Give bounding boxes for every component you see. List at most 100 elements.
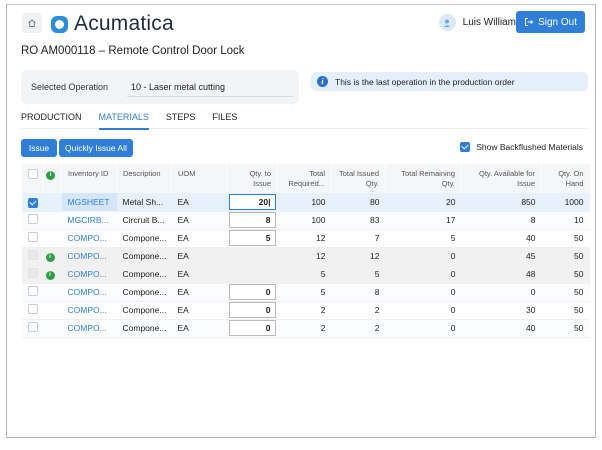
col-qty-on-hand[interactable]: Qty. On Hand [541, 164, 590, 193]
info-banner: i This is the last operation in the prod… [311, 72, 588, 91]
row-checkbox[interactable] [27, 286, 38, 296]
indicator-cell [43, 229, 62, 248]
home-icon [28, 19, 36, 27]
qty-available-cell: 48 [461, 265, 542, 284]
table-row[interactable]: COMPO... Compone... EA 0 2 2 0 40 50 [21, 319, 590, 338]
operation-panel: Selected Operation 10 - Laser metal cutt… [21, 70, 299, 104]
selected-operation-field[interactable]: 10 - Laser metal cutting [127, 78, 293, 97]
qty-available-cell: 40 [461, 319, 542, 338]
sign-out-icon [525, 18, 534, 26]
total-required-cell: 100 [277, 211, 332, 230]
qty-available-cell: 40 [461, 229, 542, 248]
uom-cell: EA [171, 319, 227, 338]
table-row[interactable]: COMPO... Compone... EA 0 5 8 0 0 50 [21, 283, 590, 302]
qty-to-issue-input[interactable]: 5 [228, 230, 276, 246]
uom-cell: EA [171, 301, 227, 320]
row-checkbox[interactable] [27, 322, 38, 332]
inventory-id-link[interactable]: COMPO... [61, 283, 117, 302]
row-checkbox[interactable] [27, 232, 38, 242]
col-qty-available[interactable]: Qty. Available for Issue [461, 164, 542, 193]
row-checkbox[interactable] [27, 197, 38, 208]
qty-to-issue-input[interactable]: 0 [228, 320, 276, 336]
page-title: RO AM000118 – Remote Control Door Lock [21, 45, 245, 57]
total-remaining-cell: 0 [385, 283, 462, 302]
backflushed-icon: i [45, 270, 55, 280]
total-remaining-cell: 17 [385, 211, 462, 230]
description-cell: Compone... [116, 265, 172, 284]
qty-available-cell: 8 [461, 211, 542, 230]
qty-to-issue-input[interactable]: 0 [228, 284, 276, 300]
tab-steps[interactable]: STEPS [165, 112, 196, 122]
qty-on-hand-cell: 50 [541, 283, 590, 302]
sign-out-button[interactable]: Sign Out [516, 11, 585, 33]
uom-cell: EA [171, 265, 227, 284]
col-qty-to-issue[interactable]: Qty. to Issue [226, 164, 278, 193]
inventory-id-link[interactable]: COMPO... [61, 265, 117, 284]
user-name: Luis Williams [462, 17, 521, 28]
qty-to-issue-input[interactable]: 8 [228, 212, 276, 228]
tab-materials[interactable]: MATERIALS [98, 109, 150, 130]
inventory-id-link[interactable]: COMPO... [61, 301, 117, 320]
table-row[interactable]: COMPO... Compone... EA 5 12 7 5 40 50 [21, 229, 590, 248]
table-row[interactable]: i COMPO... Compone... EA 5 5 0 48 50 [21, 265, 590, 284]
indicator-cell [43, 283, 62, 302]
inventory-id-link[interactable]: MGCIRB... [61, 211, 117, 230]
user-menu[interactable]: Luis Williams [438, 14, 521, 31]
total-required-cell: 5 [277, 265, 332, 284]
selected-operation-label: Selected Operation [31, 82, 109, 92]
uom-cell: EA [171, 193, 227, 212]
table-row[interactable]: MGCIRB... Circruit B... EA 8 100 83 17 8 10 [21, 211, 590, 230]
indicator-cell [43, 319, 62, 338]
col-uom[interactable]: UOM [171, 164, 227, 193]
col-description[interactable]: Description [116, 164, 172, 193]
logo-icon [51, 15, 68, 33]
qty-to-issue-input[interactable]: 0 [228, 302, 276, 318]
issue-button[interactable]: Issue [21, 139, 57, 157]
show-backflushed-checkbox[interactable] [460, 142, 471, 152]
show-backflushed-label: Show Backflushed Materials [476, 142, 583, 152]
select-all-checkbox[interactable] [28, 169, 38, 179]
total-required-cell: 12 [277, 247, 332, 266]
col-total-remaining[interactable]: Total Remaining Qty. [385, 164, 462, 193]
uom-cell: EA [171, 229, 227, 248]
qty-to-issue-cell: 8 [226, 211, 278, 230]
col-total-issued[interactable]: Total Issued Qty. [331, 164, 386, 193]
total-remaining-cell: 0 [385, 319, 462, 338]
app-window: Acumatica Luis Williams Sign Out RO AM00… [6, 4, 596, 438]
qty-to-issue-input[interactable]: 20| [228, 193, 276, 210]
indicator-cell [43, 301, 62, 320]
total-required-cell: 2 [277, 319, 332, 338]
qty-on-hand-cell: 10 [541, 211, 590, 230]
col-total-required[interactable]: Total Required... [277, 164, 332, 193]
quickly-issue-all-button[interactable]: Quickly Issue All [59, 139, 133, 157]
tab-production[interactable]: PRODUCTION [21, 112, 82, 122]
row-checkbox[interactable] [27, 214, 38, 224]
total-required-cell: 12 [277, 229, 332, 248]
uom-cell: EA [171, 247, 227, 266]
tab-files[interactable]: FILES [212, 112, 238, 122]
inventory-id-link[interactable]: COMPO... [61, 229, 117, 248]
total-remaining-cell: 20 [385, 193, 462, 212]
table-row[interactable]: COMPO... Compone... EA 0 2 2 0 30 50 [21, 301, 590, 320]
total-issued-cell: 12 [331, 247, 386, 266]
table-row[interactable]: MGSHEET Metal Sh... EA 20| 100 80 20 850 1000 [21, 193, 590, 212]
select-all-header [21, 164, 44, 193]
indicator-cell: i [43, 265, 62, 284]
total-remaining-cell: 0 [385, 247, 462, 266]
row-checkbox[interactable] [27, 304, 38, 314]
qty-available-cell: 850 [461, 193, 542, 212]
top-bar: Acumatica Luis Williams Sign Out [7, 5, 595, 39]
qty-to-issue-cell: 0 [226, 301, 278, 320]
backflushed-icon: i [45, 252, 55, 262]
row-select-cell [21, 319, 44, 338]
table-header-row: i Inventory ID Description UOM Qty. to I… [21, 164, 590, 193]
inventory-id-link[interactable]: COMPO... [61, 319, 117, 338]
backflushed-indicator-icon: i [46, 170, 55, 180]
show-backflushed-toggle[interactable]: Show Backflushed Materials [460, 142, 583, 152]
table-row[interactable]: i COMPO... Compone... EA 12 12 0 45 50 [21, 247, 590, 266]
inventory-id-link[interactable]: COMPO... [61, 247, 117, 266]
home-button[interactable] [22, 13, 42, 33]
inventory-id-link[interactable]: MGSHEET [61, 193, 117, 212]
indicator-cell [43, 211, 62, 230]
col-inventory-id[interactable]: Inventory ID [61, 164, 117, 193]
